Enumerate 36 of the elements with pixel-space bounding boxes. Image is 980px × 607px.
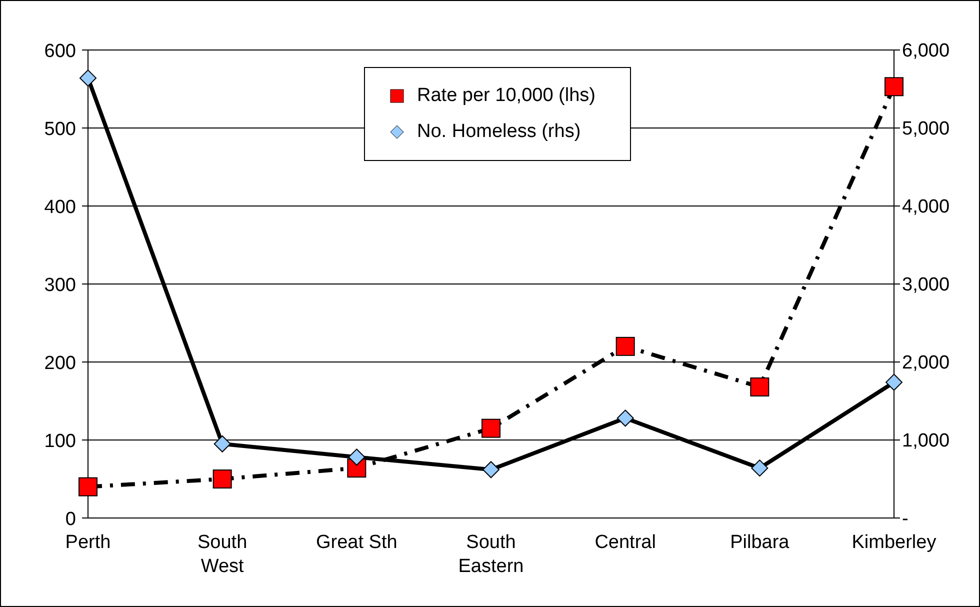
y-tick-label: 600 <box>44 41 76 62</box>
x-tick-label: South Eastern <box>458 532 524 577</box>
point <box>482 418 500 438</box>
y2-tick-label: - <box>902 508 908 530</box>
point <box>348 448 366 466</box>
y2-tick-label: 3,000 <box>902 274 950 296</box>
point <box>751 460 768 477</box>
y2-tick-label: 2,000 <box>902 352 950 374</box>
y-tick-label: 300 <box>44 275 76 296</box>
point <box>750 377 770 396</box>
x-tick-label: Pilbara <box>730 532 790 553</box>
point <box>886 374 902 391</box>
y-tick-label: 0 <box>65 509 76 530</box>
x-tick-label: Perth <box>65 532 111 553</box>
point <box>616 336 635 356</box>
point <box>80 70 96 87</box>
y2-tick-label: 6,000 <box>902 40 950 62</box>
x-tick-label: South West <box>198 532 248 577</box>
legend-label: No. Homeless (rhs) <box>417 121 581 142</box>
y2-tick-label: 1,000 <box>902 430 950 452</box>
y-tick-label: 500 <box>44 119 76 140</box>
point <box>214 435 231 452</box>
legend-label: Rate per 10,000 (lhs) <box>417 85 596 106</box>
y-tick-label: 100 <box>44 431 76 452</box>
y-tick-label: 200 <box>44 353 76 374</box>
x-tick-label: Great Sth <box>316 532 398 553</box>
x-tick-label: Kimberley <box>852 532 937 553</box>
point <box>78 477 98 496</box>
x-tick-label: Central <box>594 532 656 553</box>
point <box>884 77 904 96</box>
point <box>482 461 500 478</box>
y2-tick-label: 4,000 <box>902 196 950 218</box>
y2-tick-label: 5,000 <box>902 118 950 140</box>
point <box>212 470 232 488</box>
point <box>616 410 634 427</box>
y-tick-label: 400 <box>44 197 76 218</box>
